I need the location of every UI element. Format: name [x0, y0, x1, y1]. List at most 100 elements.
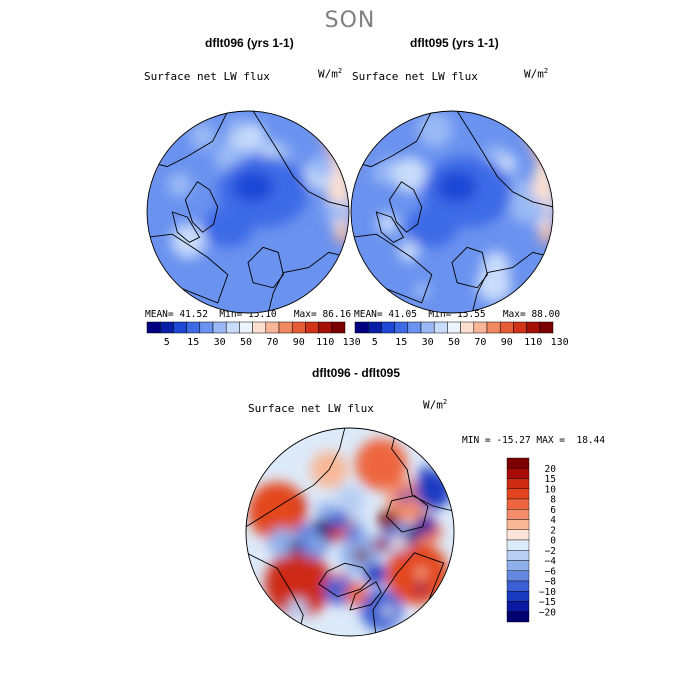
core-region — [436, 171, 478, 202]
colorbar-tick-label: 130 — [551, 337, 569, 348]
colorbar-swatch — [506, 539, 530, 551]
field-blob — [398, 241, 419, 262]
coastline — [267, 251, 349, 313]
panel-1-title: dflt096 (yrs 1-1) — [205, 36, 294, 50]
colorbar-swatch — [506, 529, 530, 541]
colorbar-swatch — [367, 321, 382, 334]
panel-2-map — [350, 110, 554, 314]
field-blob — [171, 223, 207, 259]
colorbar-swatch — [506, 509, 530, 520]
colorbar-tick-label: 2 — [550, 525, 556, 536]
colorbar-tick-label: 110 — [316, 337, 334, 348]
colorbar-swatch — [506, 580, 530, 592]
colorbar-tick-label: 8 — [550, 495, 556, 506]
colorbar-swatch — [506, 560, 530, 571]
colorbar-swatch — [252, 321, 267, 334]
map-boundary — [350, 110, 554, 314]
colorbar-tick-label: 15 — [395, 337, 407, 348]
coastline — [351, 111, 433, 168]
colorbar-swatch — [506, 498, 530, 510]
field-blob — [314, 516, 333, 535]
colorbar-swatch — [473, 321, 488, 334]
colorbar-tick-label: 6 — [550, 505, 556, 516]
panel-2-variable-label: Surface net LW flux — [352, 70, 478, 83]
field-blob — [415, 514, 436, 535]
colorbar-swatch — [291, 321, 306, 334]
colorbar-swatch — [506, 611, 530, 623]
field-blob — [523, 199, 549, 225]
field-blob — [310, 154, 335, 178]
colorbar-swatch — [460, 321, 475, 334]
colorbar-tick-label: −6 — [545, 566, 557, 577]
field-blob — [228, 117, 246, 135]
colorbar-tick-label: −10 — [539, 587, 556, 598]
coastline — [318, 562, 372, 597]
field-blob — [345, 527, 360, 541]
diff-minmax: MIN = -15.27 MAX = 18.44 — [462, 435, 606, 446]
coastline — [246, 428, 346, 528]
colorbar-tick-label: 90 — [293, 337, 305, 348]
colorbar-swatch — [278, 321, 293, 334]
colorbar-swatch — [447, 321, 461, 334]
colorbar-swatch — [331, 321, 346, 334]
colorbar-tick-label: 70 — [474, 337, 486, 348]
colorbar-tick-label: 20 — [545, 464, 557, 475]
colorbar-tick-label: 30 — [422, 337, 434, 348]
panel-2-title: dflt095 (yrs 1-1) — [410, 36, 499, 50]
field-blob — [363, 562, 387, 585]
colorbar-swatch — [506, 570, 530, 582]
coastlines — [147, 111, 349, 313]
field-blob — [287, 598, 307, 618]
field-blob — [416, 583, 426, 594]
field-blob — [334, 485, 366, 517]
field-blob — [377, 509, 399, 530]
colorbar-swatch — [506, 457, 530, 469]
colorbar-swatch — [506, 468, 530, 479]
field-blob — [294, 497, 308, 511]
coastline — [375, 211, 405, 243]
field-blob — [310, 535, 324, 550]
colorbar-swatch — [506, 601, 530, 612]
field-blob — [377, 213, 398, 234]
field-blob — [373, 537, 388, 552]
colorbar-swatch — [420, 321, 435, 334]
field-blob — [355, 438, 408, 491]
colorbar-swatch — [354, 321, 369, 334]
coastline — [171, 211, 201, 243]
coastline — [471, 251, 553, 313]
field-blob — [329, 510, 349, 529]
field-blob — [334, 570, 345, 581]
colorbar-tick-label: 15 — [545, 474, 556, 485]
panel-1-variable-label: Surface net LW flux — [144, 70, 270, 83]
coastline — [246, 552, 304, 636]
colorbar-tick-label: 10 — [545, 484, 557, 495]
coastlines — [351, 111, 553, 313]
colorbar-swatch — [239, 321, 253, 334]
field-blob — [295, 522, 315, 542]
coastline — [391, 428, 454, 512]
colorbar-swatch — [506, 488, 530, 500]
core-region — [232, 171, 274, 202]
field-blob — [416, 567, 427, 578]
colorbar-tick-label: 4 — [550, 515, 556, 526]
colorbar-tick-label: 5 — [372, 337, 378, 348]
colorbar-tick-label: 0 — [550, 536, 556, 547]
colorbar-tick-label: −4 — [545, 556, 557, 567]
field-blob — [354, 548, 368, 562]
colorbar-swatch — [212, 321, 227, 334]
colorbar-swatch — [433, 321, 448, 334]
colorbar-tick-label: −20 — [539, 607, 556, 618]
field-blob — [392, 156, 428, 193]
colorbar-swatch — [526, 321, 541, 334]
diff-panel-title: dflt096 - dflt095 — [312, 366, 401, 380]
colorbar-swatch — [394, 321, 409, 334]
field-blob — [167, 172, 193, 197]
field-blob — [360, 589, 403, 631]
colorbar-swatch — [506, 519, 530, 530]
field-blob — [328, 525, 345, 542]
colorbar-swatch — [186, 321, 201, 334]
map-boundary — [245, 427, 455, 637]
coastline — [147, 111, 229, 168]
